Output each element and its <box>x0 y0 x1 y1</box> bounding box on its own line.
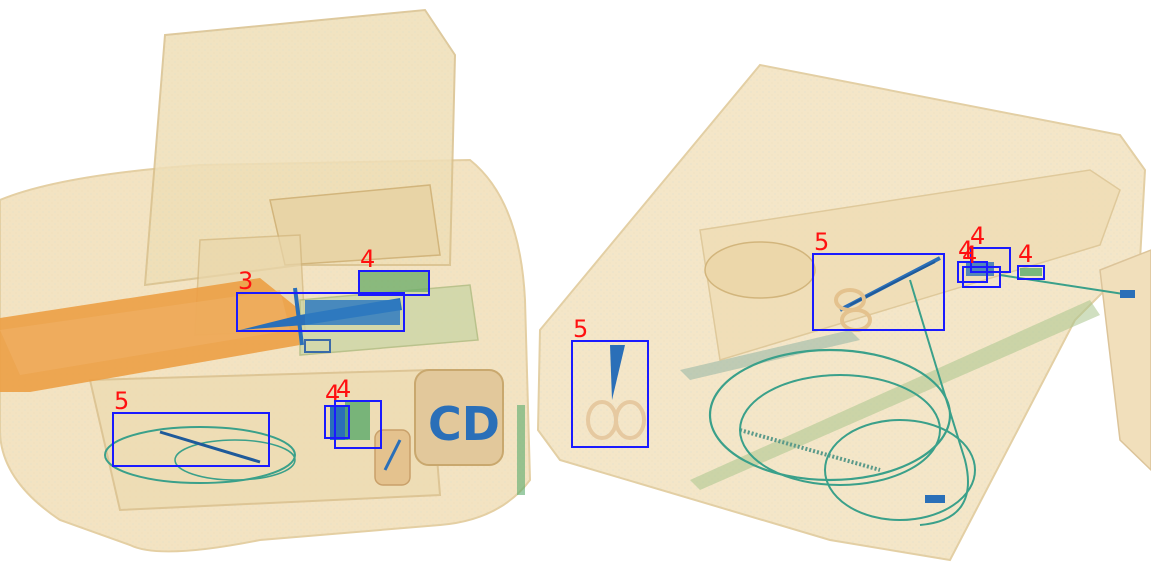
detection-label: 5 <box>573 315 589 343</box>
detection-box <box>571 340 649 448</box>
detection-box <box>812 253 945 331</box>
detection-box <box>324 405 350 439</box>
detection-box <box>1017 265 1045 280</box>
detection-label: 5 <box>814 228 830 256</box>
detection-box <box>112 412 270 467</box>
detection-label: 4 <box>336 375 352 403</box>
detection-box <box>962 266 1001 288</box>
detection-label: 4 <box>958 236 974 264</box>
detection-box <box>334 400 382 449</box>
left-bag: CD <box>0 8 532 553</box>
detection-label: 4 <box>962 241 978 269</box>
svg-text:CD: CD <box>428 397 500 451</box>
detection-label: 4 <box>1018 240 1034 268</box>
detection-label: 3 <box>238 267 254 295</box>
detection-label: 4 <box>970 222 986 250</box>
detection-label: 5 <box>114 387 130 415</box>
right-bag <box>536 63 1151 562</box>
detection-box <box>358 270 430 296</box>
detection-box <box>970 247 1011 273</box>
detection-box <box>957 261 988 283</box>
detection-label: 4 <box>360 245 376 273</box>
detection-box <box>236 292 405 332</box>
